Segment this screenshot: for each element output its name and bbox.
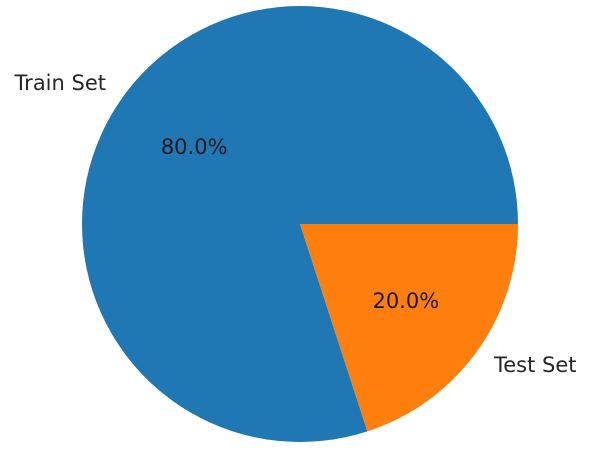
slice-percent-label: 80.0% <box>161 135 228 159</box>
pie-slice-test-set <box>300 224 518 432</box>
pie-labels: Train Set 80.0% Test Set 20.0% <box>13 71 576 377</box>
slice-label: Train Set <box>13 71 106 95</box>
slice-percent-label: 20.0% <box>372 289 439 313</box>
slice-label: Test Set <box>493 353 577 377</box>
pie-slices <box>81 5 519 443</box>
